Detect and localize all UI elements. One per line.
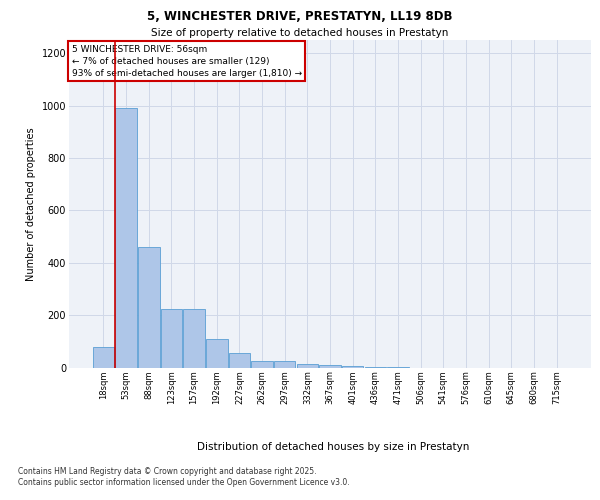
Bar: [319, 366, 341, 368]
Bar: [296, 364, 318, 368]
Bar: [93, 346, 114, 368]
Bar: [184, 308, 205, 368]
Bar: [365, 367, 386, 368]
Bar: [251, 361, 273, 368]
Text: 5 WINCHESTER DRIVE: 56sqm
← 7% of detached houses are smaller (129)
93% of semi-: 5 WINCHESTER DRIVE: 56sqm ← 7% of detach…: [71, 45, 302, 78]
Bar: [229, 353, 250, 368]
Text: Contains HM Land Registry data © Crown copyright and database right 2025.
Contai: Contains HM Land Registry data © Crown c…: [18, 468, 350, 487]
Text: Distribution of detached houses by size in Prestatyn: Distribution of detached houses by size …: [197, 442, 469, 452]
Bar: [206, 338, 227, 368]
Text: 5, WINCHESTER DRIVE, PRESTATYN, LL19 8DB: 5, WINCHESTER DRIVE, PRESTATYN, LL19 8DB: [147, 10, 453, 23]
Bar: [115, 108, 137, 368]
Bar: [274, 361, 295, 368]
Bar: [138, 247, 160, 368]
Bar: [161, 308, 182, 368]
Text: Size of property relative to detached houses in Prestatyn: Size of property relative to detached ho…: [151, 28, 449, 38]
Bar: [342, 366, 364, 368]
Y-axis label: Number of detached properties: Number of detached properties: [26, 127, 36, 280]
